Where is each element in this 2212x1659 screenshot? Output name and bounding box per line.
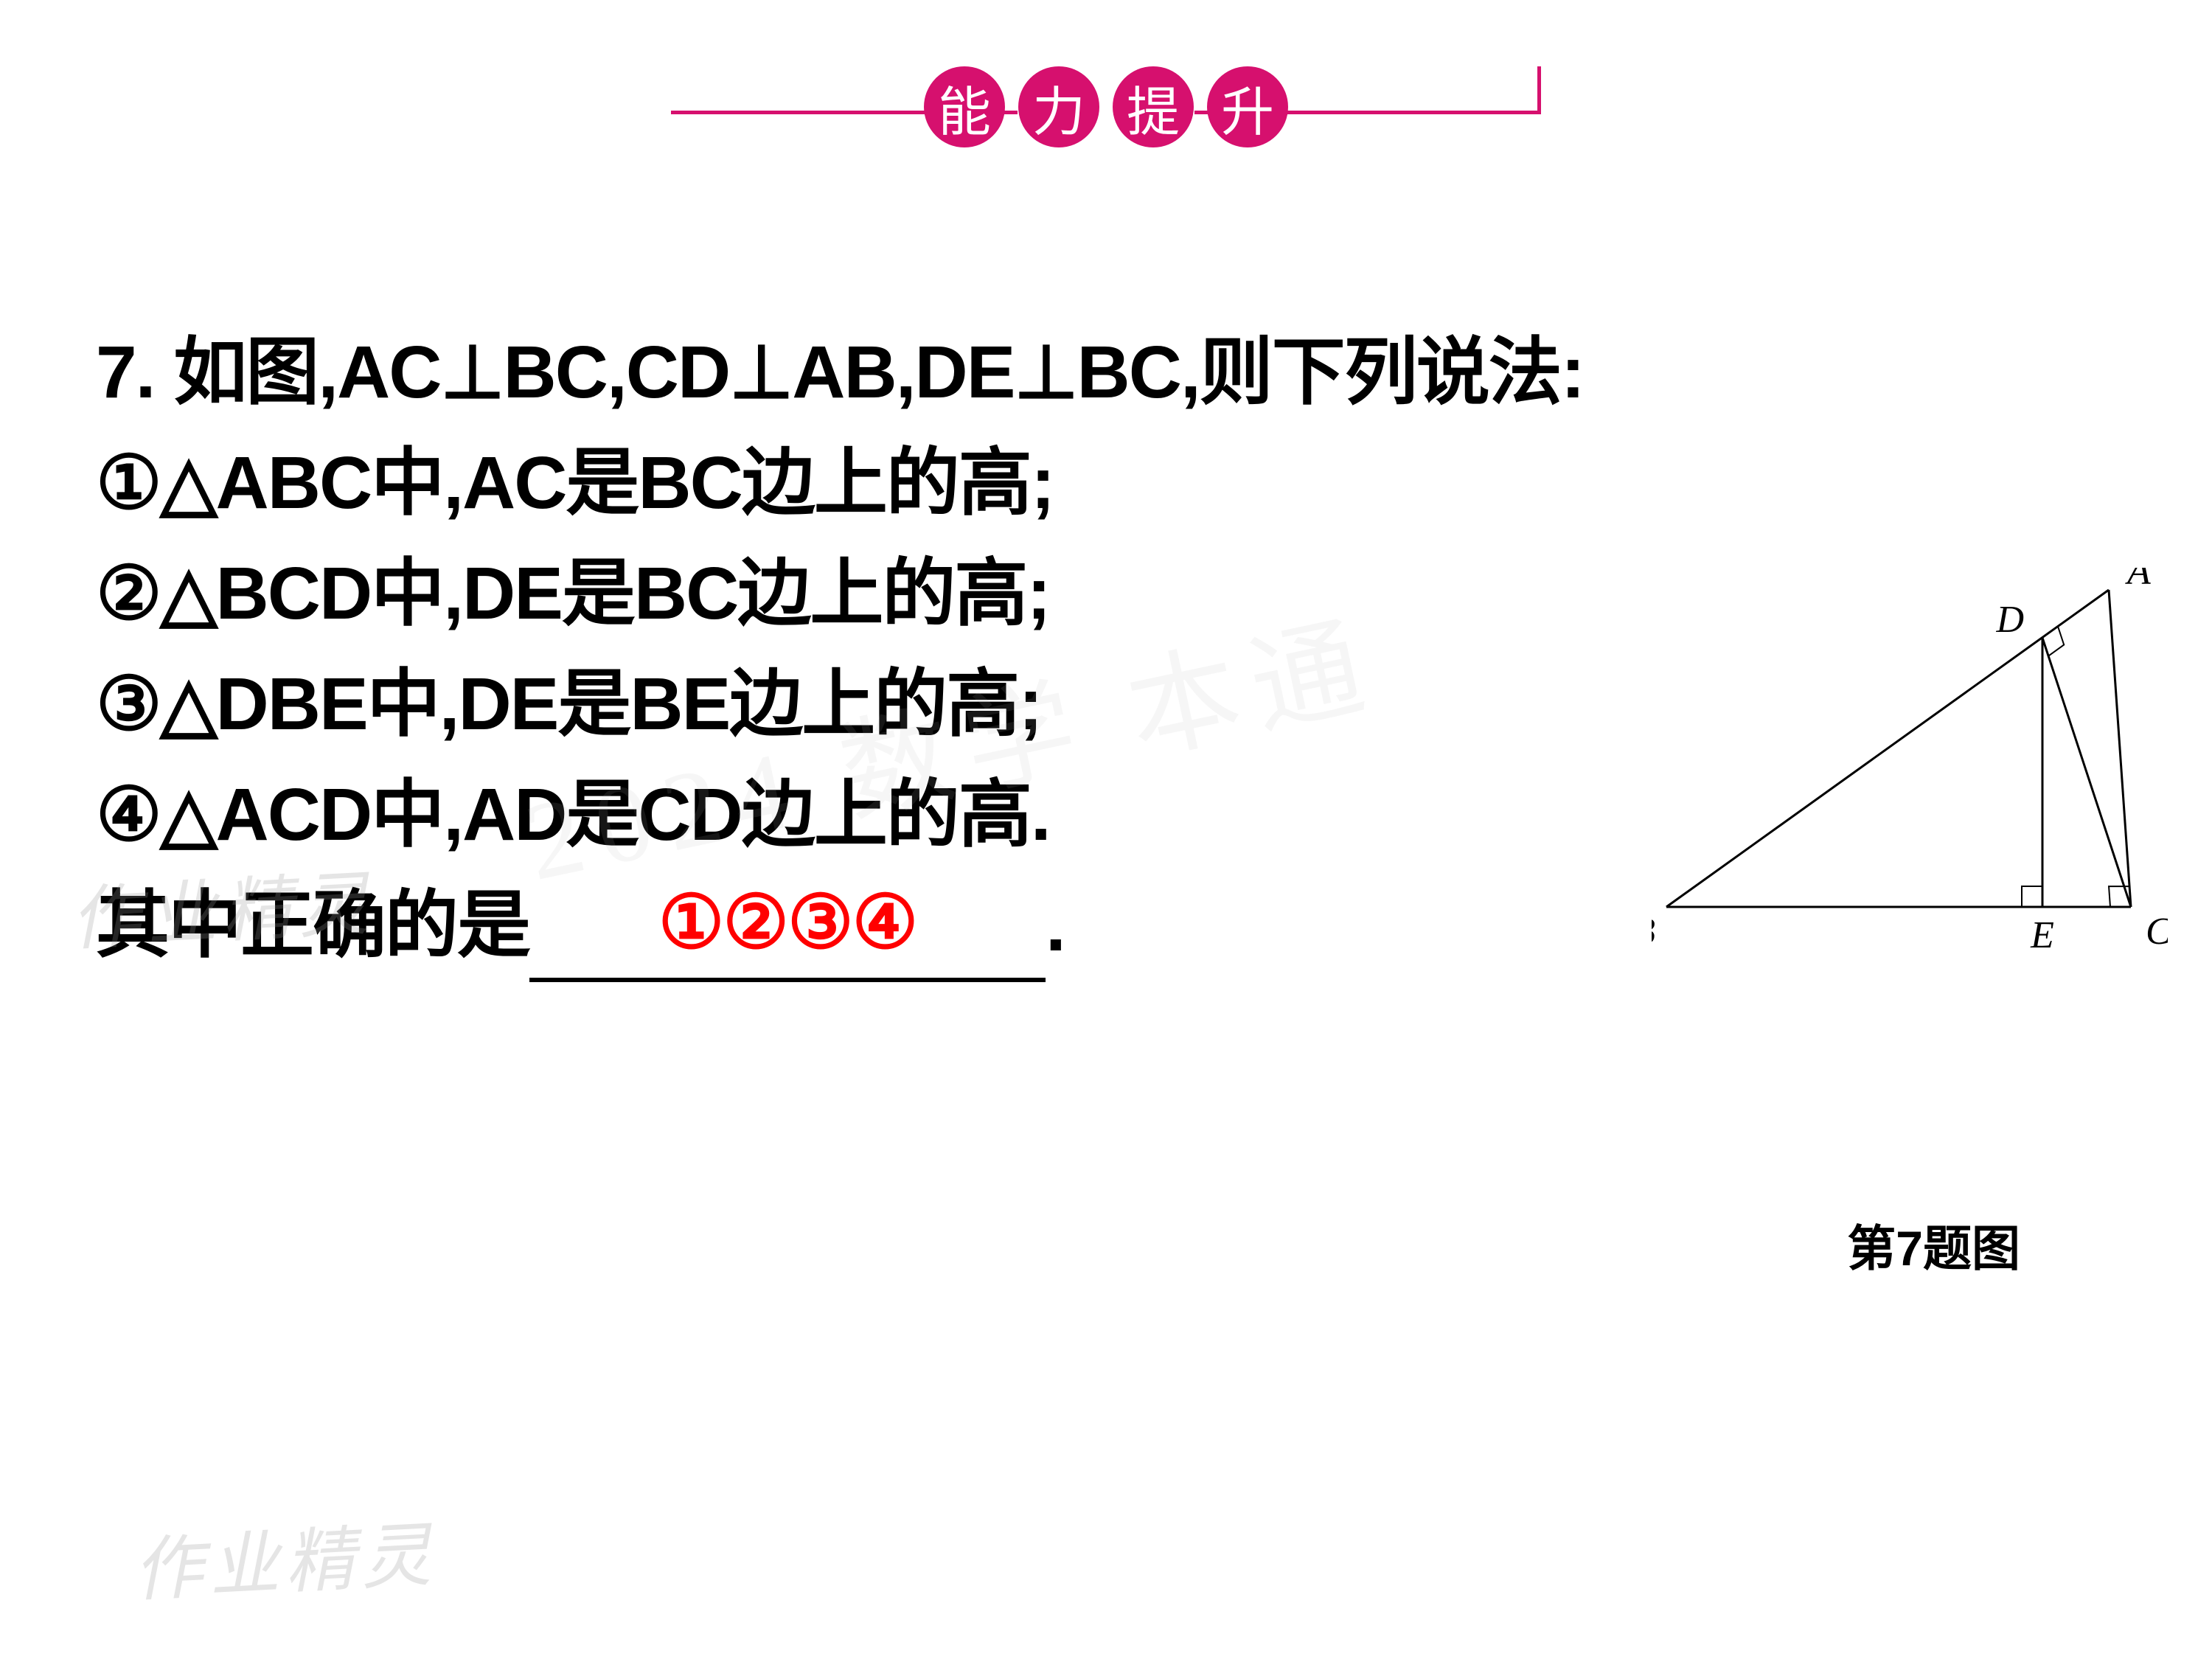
triangle-figure: A B C D E	[1652, 568, 2168, 951]
header-badges: 能 力 提 升	[924, 66, 1288, 147]
svg-text:A: A	[2125, 568, 2151, 593]
statement-1: ①△ABC中,AC是BC边上的高;	[96, 442, 1054, 524]
triangle-svg: A B C D E	[1652, 568, 2168, 951]
section-header: 能 力 提 升	[0, 66, 2212, 147]
conclusion-suffix: .	[1046, 884, 1065, 967]
problem-number: 7.	[96, 331, 154, 414]
figure-caption: 第7题图	[1847, 1209, 2020, 1280]
svg-text:D: D	[1995, 599, 2024, 641]
answer-blank: ①②③④	[529, 867, 1046, 982]
statement-3: ③△DBE中,DE是BE边上的高;	[96, 663, 1042, 745]
answer-text: ①②③④	[658, 881, 917, 964]
badge-2: 力	[1018, 66, 1099, 147]
statement-2: ②△BCD中,DE是BC边上的高;	[96, 552, 1050, 635]
badge-3: 提	[1113, 66, 1194, 147]
conclusion-prefix: 其中正确的是	[96, 884, 529, 967]
badge-1: 能	[924, 66, 1005, 147]
svg-text:E: E	[2030, 914, 2054, 951]
svg-text:C: C	[2146, 911, 2168, 951]
svg-text:B: B	[1652, 911, 1655, 951]
badge-4: 升	[1207, 66, 1288, 147]
watermark-2: 作业精灵	[131, 1498, 439, 1615]
problem-intro: 如图,AC⊥BC,CD⊥AB,DE⊥BC,则下列说法:	[173, 331, 1584, 414]
statement-4: ④△ACD中,AD是CD边上的高.	[96, 773, 1050, 856]
